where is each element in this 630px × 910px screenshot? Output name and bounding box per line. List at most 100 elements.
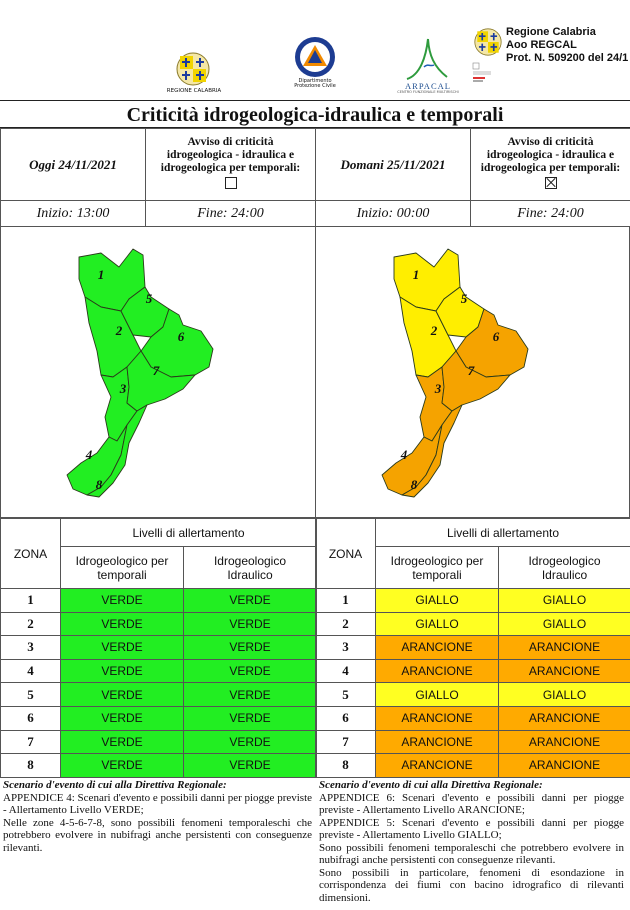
map-zone-7 <box>126 350 196 412</box>
level-idraulico: GIALLO <box>498 682 630 707</box>
map-zone-label: 1 <box>413 267 420 282</box>
level-temporali: VERDE <box>60 635 184 660</box>
scenario-today: Scenario d'evento di cui alla Direttiva … <box>3 779 312 854</box>
col-idraulico-header: Idrogeologico Idraulico <box>183 546 317 589</box>
level-temporali: GIALLO <box>375 682 499 707</box>
level-row: 6 VERDE VERDE <box>0 705 317 731</box>
tomorrow-date: Domani 25/11/2021 <box>315 128 471 201</box>
arpacal-emblem-icon <box>406 38 448 80</box>
zone-number: 8 <box>315 753 376 778</box>
map-zone-label: 6 <box>493 329 500 344</box>
level-temporali: VERDE <box>60 705 184 731</box>
level-row: 2 GIALLO GIALLO <box>315 611 630 637</box>
scenario-text: Sono possibili fenomeni temporaleschi ch… <box>319 841 624 867</box>
calabria-zones: 1 2 3 4 5 6 7 8 <box>381 248 529 498</box>
level-temporali: ARANCIONE <box>375 729 499 755</box>
scenario-text: Sono possibili in particolare, fenomeni … <box>319 866 624 904</box>
level-idraulico: VERDE <box>183 611 317 637</box>
arpacal-name: ARPACAL <box>405 81 451 91</box>
tomorrow-calabria-map: 1 2 3 4 5 6 7 8 <box>381 248 529 498</box>
zone-number: 7 <box>0 729 61 755</box>
zona-header: ZONA <box>315 518 376 589</box>
calabria-zones: 1 2 3 4 5 6 7 8 <box>66 248 214 498</box>
arpacal-sub: CENTRO FUNZIONALE MULTIRISCHI <box>397 90 459 94</box>
small-logos-icon <box>472 62 491 82</box>
level-temporali: ARANCIONE <box>375 753 499 778</box>
level-temporali: GIALLO <box>375 588 499 613</box>
map-zone-label: 5 <box>146 291 153 306</box>
tomorrow-avviso: Avviso di criticità idrogeologica - idra… <box>470 128 630 201</box>
today-levels-table: ZONA Livelli di allertamento Idrogeologi… <box>0 518 317 778</box>
scenario-heading: Scenario d'evento di cui alla Direttiva … <box>3 779 227 791</box>
protezione-caption-1: Dipartimento <box>298 78 332 84</box>
level-temporali: ARANCIONE <box>375 658 499 684</box>
level-idraulico: VERDE <box>183 588 317 613</box>
level-idraulico: VERDE <box>183 729 317 755</box>
level-idraulico: ARANCIONE <box>498 753 630 778</box>
today-calabria-map: 1 2 3 4 5 6 7 8 <box>66 248 214 498</box>
level-row: 6 ARANCIONE ARANCIONE <box>315 705 630 731</box>
zone-number: 4 <box>315 658 376 684</box>
map-zone-8 <box>86 404 148 498</box>
protocol-stamp: Regione Calabria Aoo REGCAL Prot. N. 509… <box>506 26 628 65</box>
level-row: 5 GIALLO GIALLO <box>315 682 630 707</box>
map-zone-8 <box>401 404 463 498</box>
map-zone-label: 2 <box>115 323 123 338</box>
zone-number: 6 <box>0 705 61 731</box>
tomorrow-start: Inizio: 00:00 <box>315 200 471 227</box>
level-row: 5 VERDE VERDE <box>0 682 317 707</box>
level-temporali: VERDE <box>60 753 184 778</box>
map-zone-label: 8 <box>411 477 418 492</box>
zone-number: 5 <box>315 682 376 707</box>
regione-caption: REGIONE CALABRIA <box>166 88 222 94</box>
tomorrow-levels-table: ZONA Livelli di allertamento Idrogeologi… <box>315 518 630 778</box>
scenario-heading: Scenario d'evento di cui alla Direttiva … <box>319 779 543 791</box>
zone-number: 3 <box>0 635 61 660</box>
zone-number: 7 <box>315 729 376 755</box>
today-avviso: Avviso di criticità idrogeologica - idra… <box>145 128 316 201</box>
level-row: 1 GIALLO GIALLO <box>315 588 630 613</box>
today-map-panel: 1 2 3 4 5 6 7 8 <box>0 226 316 518</box>
level-idraulico: ARANCIONE <box>498 705 630 731</box>
map-zone-label: 4 <box>85 447 93 462</box>
level-temporali: ARANCIONE <box>375 635 499 660</box>
level-idraulico: GIALLO <box>498 588 630 613</box>
map-zone-label: 7 <box>153 363 160 378</box>
tomorrow-avviso-checkbox <box>544 177 557 189</box>
scenario-text: APPENDICE 5: Scenari d'evento e possibil… <box>319 816 624 842</box>
stamp-line-1: Regione Calabria <box>506 26 596 38</box>
level-idraulico: VERDE <box>183 705 317 731</box>
tomorrow-end: Fine: 24:00 <box>470 200 630 227</box>
regione-calabria-emblem-icon <box>176 52 210 86</box>
tomorrow-map-panel: 1 2 3 4 5 6 7 8 <box>315 226 630 518</box>
zone-number: 3 <box>315 635 376 660</box>
col-temporali-header: Idrogeologico per temporali <box>375 546 499 589</box>
stamp-emblem-icon <box>474 28 502 56</box>
scenario-text: APPENDICE 6: Scenari d'evento e possibil… <box>319 791 624 817</box>
today-avviso-checkbox <box>224 177 237 189</box>
level-row: 8 ARANCIONE ARANCIONE <box>315 753 630 778</box>
col-idraulico-header: Idrogeologico Idraulico <box>498 546 630 589</box>
zone-number: 8 <box>0 753 61 778</box>
map-zone-label: 4 <box>400 447 408 462</box>
map-zone-label: 7 <box>468 363 475 378</box>
level-temporali: VERDE <box>60 588 184 613</box>
zone-number: 6 <box>315 705 376 731</box>
level-temporali: VERDE <box>60 658 184 684</box>
zone-number: 2 <box>0 611 61 637</box>
level-temporali: ARANCIONE <box>375 705 499 731</box>
level-idraulico: VERDE <box>183 753 317 778</box>
map-zone-label: 2 <box>430 323 438 338</box>
scenario-text: Nelle zone 4-5-6-7-8, sono possibili fen… <box>3 816 312 854</box>
protezione-civile-emblem-icon <box>295 37 335 77</box>
stamp-line-3: Prot. N. 509200 del 24/1 <box>506 52 629 64</box>
level-idraulico: VERDE <box>183 635 317 660</box>
zone-number: 1 <box>0 588 61 613</box>
today-start: Inizio: 13:00 <box>0 200 146 227</box>
zone-number: 5 <box>0 682 61 707</box>
zone-number: 1 <box>315 588 376 613</box>
header-table: Oggi 24/11/2021 Avviso di criticità idro… <box>0 128 630 227</box>
today-date: Oggi 24/11/2021 <box>0 128 146 201</box>
level-temporali: VERDE <box>60 682 184 707</box>
level-row: 4 VERDE VERDE <box>0 658 317 684</box>
